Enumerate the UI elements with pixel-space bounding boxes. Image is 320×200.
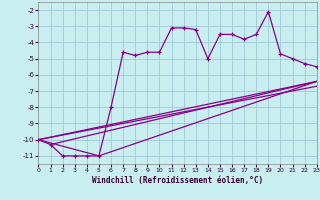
X-axis label: Windchill (Refroidissement éolien,°C): Windchill (Refroidissement éolien,°C)	[92, 176, 263, 185]
